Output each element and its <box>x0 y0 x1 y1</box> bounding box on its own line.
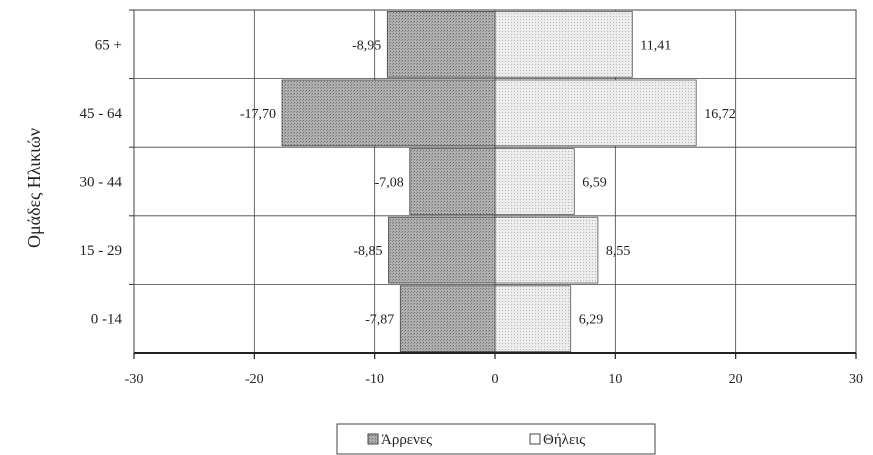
data-label-female: 6,59 <box>582 176 607 191</box>
x-tick-label: 0 <box>492 372 499 387</box>
bar-female <box>494 79 697 147</box>
category-label: 45 - 64 <box>80 106 123 122</box>
data-label-female: 16,72 <box>704 107 736 122</box>
bar-female <box>494 10 633 78</box>
data-label-male: -8,95 <box>352 38 381 53</box>
x-tick-label: -10 <box>365 372 384 387</box>
x-tick-label: 30 <box>849 372 863 387</box>
legend-swatch-females <box>529 433 541 445</box>
category-label: 65 + <box>95 37 122 53</box>
bar-female <box>494 285 572 353</box>
data-label-male: -7,08 <box>375 176 404 191</box>
bar-male <box>386 10 496 78</box>
data-label-male: -8,85 <box>353 244 382 259</box>
legend-swatch-males <box>367 433 379 445</box>
bars <box>281 10 697 353</box>
y-axis-title: Ομάδες Ηλικιών <box>24 128 44 248</box>
data-label-male: -17,70 <box>240 107 276 122</box>
data-label-female: 6,29 <box>579 313 604 328</box>
bar-female <box>494 216 599 284</box>
x-tick-label: -30 <box>125 372 144 387</box>
data-label-male: -7,87 <box>365 313 394 328</box>
bar-male <box>388 216 496 284</box>
category-label: 0 -14 <box>91 312 123 328</box>
legend: Άρρενες Θήλεις <box>336 423 656 455</box>
data-label-female: 11,41 <box>640 38 671 53</box>
bar-male <box>399 285 496 353</box>
x-axis: -30 -20 -10 0 10 20 30 <box>125 352 863 387</box>
bar-male <box>281 79 496 147</box>
legend-box <box>336 423 656 455</box>
x-tick-label: 20 <box>729 372 743 387</box>
x-tick-label: 10 <box>608 372 622 387</box>
category-axis: 0 -14 15 - 29 30 - 44 45 - 64 65 + <box>80 9 134 328</box>
data-label-female: 8,55 <box>606 244 631 259</box>
legend-label-females: Θήλεις <box>543 432 585 448</box>
bar-female <box>494 148 575 215</box>
bar-male <box>409 148 496 215</box>
category-label: 15 - 29 <box>80 243 123 259</box>
legend-label-males: Άρρενες <box>381 432 432 448</box>
x-tick-label: -20 <box>245 372 264 387</box>
category-label: 30 - 44 <box>80 175 123 191</box>
data-labels: -7,87 6,29 -8,85 8,55 -7,08 6,59 -17,70 16,72 -8… <box>240 38 736 327</box>
